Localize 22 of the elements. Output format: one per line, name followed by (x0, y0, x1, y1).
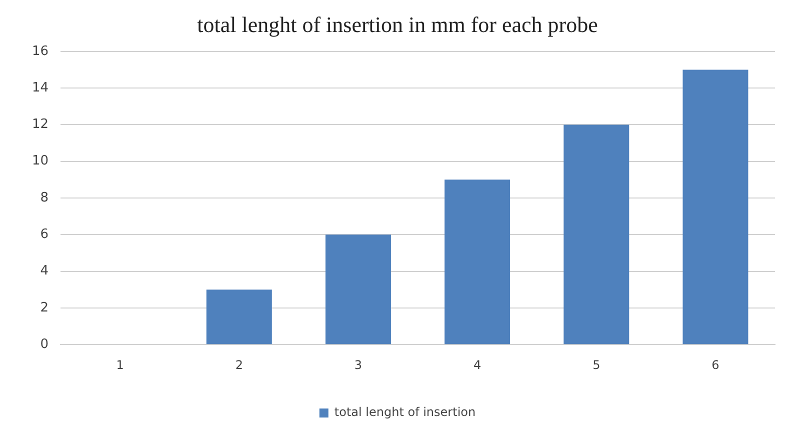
bar (564, 124, 630, 344)
bar (206, 290, 272, 344)
y-tick-label: 2 (40, 300, 49, 316)
y-tick-label: 12 (32, 117, 49, 132)
y-tick-label: 14 (32, 80, 49, 96)
y-tick-label: 8 (40, 190, 49, 206)
x-tick-label: 6 (712, 358, 720, 372)
bar (325, 234, 391, 344)
y-tick-label: 4 (40, 264, 49, 279)
x-tick-label: 5 (592, 358, 600, 372)
y-tick-label: 0 (40, 336, 49, 352)
y-tick-label: 16 (32, 44, 49, 59)
legend-label: total lenght of insertion (334, 405, 476, 420)
x-tick-label: 1 (116, 358, 124, 372)
chart-title: total lenght of insertion in mm for each probe (197, 12, 598, 37)
bar (682, 70, 748, 344)
x-tick-label: 3 (354, 358, 362, 372)
x-tick-label: 4 (473, 358, 482, 372)
bar (444, 180, 510, 344)
x-tick-label: 2 (235, 358, 243, 372)
y-tick-label: 10 (32, 154, 49, 169)
y-tick-label: 6 (40, 227, 49, 242)
